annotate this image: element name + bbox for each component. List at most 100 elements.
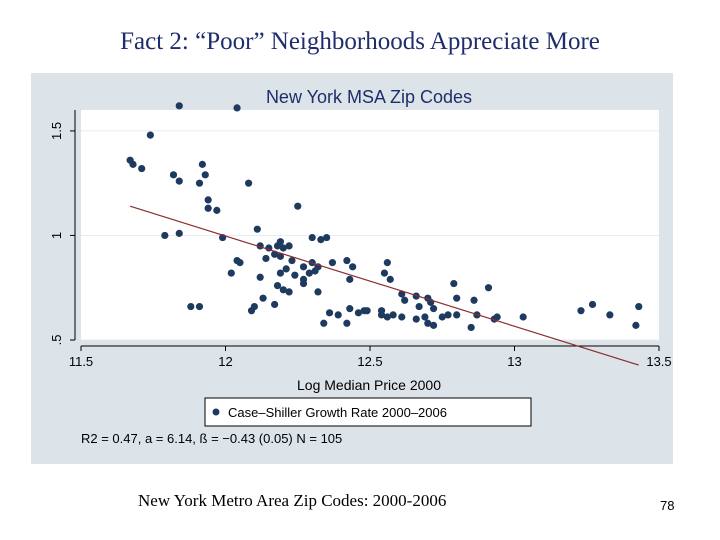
data-point — [412, 315, 420, 323]
y-axis: .5 1 1.5 — [49, 110, 76, 346]
data-point — [519, 313, 527, 321]
data-point — [323, 233, 331, 242]
data-point — [383, 259, 391, 267]
data-point — [247, 307, 256, 315]
data-point — [453, 294, 461, 302]
data-point — [233, 104, 241, 112]
data-point — [328, 259, 337, 267]
y-tick-label: 1 — [49, 232, 64, 239]
data-point — [195, 179, 204, 187]
legend-label: Case–Shiller Growth Rate 2000–2006 — [228, 405, 447, 420]
data-point — [146, 131, 154, 139]
data-point — [204, 204, 212, 212]
data-point — [276, 238, 285, 246]
data-point — [424, 319, 432, 327]
data-point — [577, 307, 585, 315]
data-point — [343, 256, 351, 265]
data-point — [198, 160, 206, 168]
data-point — [285, 288, 293, 296]
legend: Case–Shiller Growth Rate 2000–2006 — [204, 397, 532, 427]
data-point — [245, 179, 253, 187]
data-point — [311, 267, 319, 275]
data-point — [429, 305, 438, 313]
data-point — [467, 323, 475, 332]
data-point — [299, 279, 308, 288]
data-point — [444, 311, 452, 319]
data-point — [308, 233, 316, 242]
data-point — [256, 273, 264, 281]
chart-title: New York MSA Zip Codes — [266, 87, 472, 107]
data-point — [349, 263, 357, 271]
data-point — [334, 311, 342, 319]
data-point — [285, 242, 293, 250]
data-point — [383, 313, 391, 321]
data-point — [169, 171, 178, 179]
data-point — [588, 300, 597, 309]
data-point — [320, 319, 328, 327]
data-point — [429, 321, 438, 329]
data-point — [415, 302, 423, 311]
data-point — [291, 271, 299, 279]
data-point — [175, 229, 183, 237]
chart-panel: .5 1 1.5 11.5 12 12.5 13 13.5 New York MSA Zip… — [31, 73, 673, 464]
data-point — [175, 102, 183, 110]
data-points — [126, 102, 643, 332]
data-point — [262, 254, 270, 263]
x-tick-label: 11.5 — [69, 354, 93, 369]
x-axis-label: Log Median Price 2000 — [297, 377, 441, 393]
x-tick-label: 12.5 — [357, 354, 382, 369]
data-point — [299, 263, 308, 271]
y-tick-label: .5 — [49, 335, 64, 346]
data-point — [253, 225, 261, 233]
x-tick-label: 13.5 — [646, 354, 671, 369]
data-point — [632, 321, 640, 329]
data-point — [377, 307, 386, 315]
data-point — [138, 164, 146, 173]
data-point — [204, 196, 212, 204]
data-point — [276, 269, 285, 277]
data-point — [282, 265, 290, 273]
page-number: 78 — [660, 498, 675, 513]
data-point — [470, 296, 478, 304]
data-point — [325, 309, 334, 317]
x-tick-label: 13 — [507, 354, 521, 369]
stats-note: R2 = 0.47, a = 6.14, ß = −0.43 (0.05) N … — [81, 431, 342, 446]
legend-box — [204, 397, 532, 427]
data-point — [360, 307, 368, 315]
data-point — [401, 296, 409, 304]
data-point — [380, 269, 389, 277]
data-point — [271, 300, 279, 309]
data-point — [213, 206, 221, 214]
data-point — [305, 269, 313, 277]
y-tick-label: 1.5 — [49, 122, 64, 140]
data-point — [129, 160, 137, 168]
data-point — [259, 294, 267, 302]
data-point — [276, 252, 285, 260]
data-point — [635, 302, 643, 311]
data-point — [421, 313, 429, 321]
data-point — [354, 309, 363, 317]
data-point — [236, 259, 244, 267]
scatter-chart: .511.5 11.5 12 12.5 13 13.5 New York MSA Zip… — [49, 87, 672, 446]
slide-title: Fact 2: “Poor” Neighborhoods Appreciate … — [120, 28, 600, 55]
data-point — [493, 313, 501, 321]
plot-area — [81, 110, 659, 340]
data-point — [201, 171, 209, 179]
data-point — [195, 302, 204, 311]
data-point — [227, 269, 235, 277]
data-point — [294, 202, 302, 210]
data-point — [398, 313, 406, 321]
data-point — [279, 244, 287, 252]
data-point — [346, 275, 354, 283]
data-point — [279, 286, 287, 294]
fit-line-group — [129, 205, 639, 366]
data-point — [438, 313, 446, 321]
data-point — [453, 311, 461, 319]
data-point — [450, 279, 458, 288]
x-axis: 11.5 12 12.5 13 13.5 — [69, 345, 672, 369]
data-point — [389, 311, 397, 319]
data-point — [288, 256, 296, 265]
data-point — [317, 236, 325, 244]
x-tick-label: 12 — [218, 354, 232, 369]
data-point — [187, 302, 195, 311]
